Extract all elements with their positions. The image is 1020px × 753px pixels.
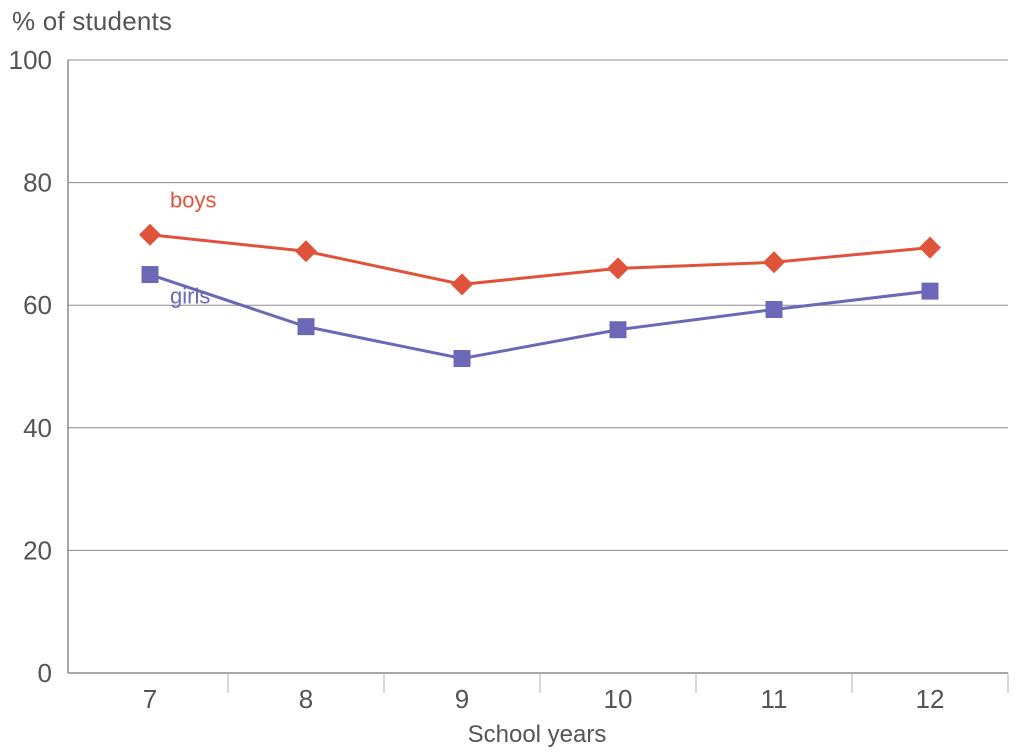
x-tick-label: 7: [143, 684, 157, 714]
data-point-boys: [763, 251, 785, 274]
data-point-girls: [609, 321, 627, 339]
gridlines: [68, 59, 1008, 551]
data-point-boys: [919, 236, 941, 259]
x-tick-label: 11: [761, 684, 788, 714]
series-label-girls: girls: [170, 284, 210, 309]
y-axis-title: % of students: [12, 6, 173, 36]
series-girls: girls: [141, 266, 939, 368]
y-tick-label: 40: [23, 413, 52, 443]
x-tick-label: 12: [916, 684, 945, 714]
data-point-girls: [141, 266, 159, 284]
axes: [67, 60, 1009, 693]
series-label-boys: boys: [170, 188, 216, 213]
data-point-boys: [607, 257, 629, 280]
data-point-boys: [451, 273, 473, 296]
y-tick-label: 60: [23, 290, 52, 320]
data-point-boys: [295, 240, 317, 263]
data-point-boys: [139, 223, 161, 246]
series-line-girls: [149, 273, 931, 361]
y-tick-label: 0: [38, 658, 52, 688]
data-point-girls: [297, 318, 315, 336]
x-tick-label: 8: [299, 684, 313, 714]
y-tick-label: 80: [23, 168, 52, 198]
series-line-boys: [149, 233, 931, 286]
data-point-girls: [921, 282, 939, 300]
x-axis-title: School years: [468, 721, 607, 748]
y-tick-label: 20: [23, 535, 52, 565]
x-tick-label: 9: [455, 684, 469, 714]
x-tick-labels: 7 8 9 10 11 12: [143, 684, 945, 714]
data-point-girls: [453, 350, 471, 368]
y-tick-labels: 0 20 40 60 80 100: [9, 45, 52, 688]
x-tick-label: 10: [604, 684, 633, 714]
series-boys: boys: [139, 188, 941, 296]
data-point-girls: [765, 300, 783, 318]
series-group: boys girls: [139, 188, 941, 368]
y-tick-label: 100: [9, 45, 52, 75]
